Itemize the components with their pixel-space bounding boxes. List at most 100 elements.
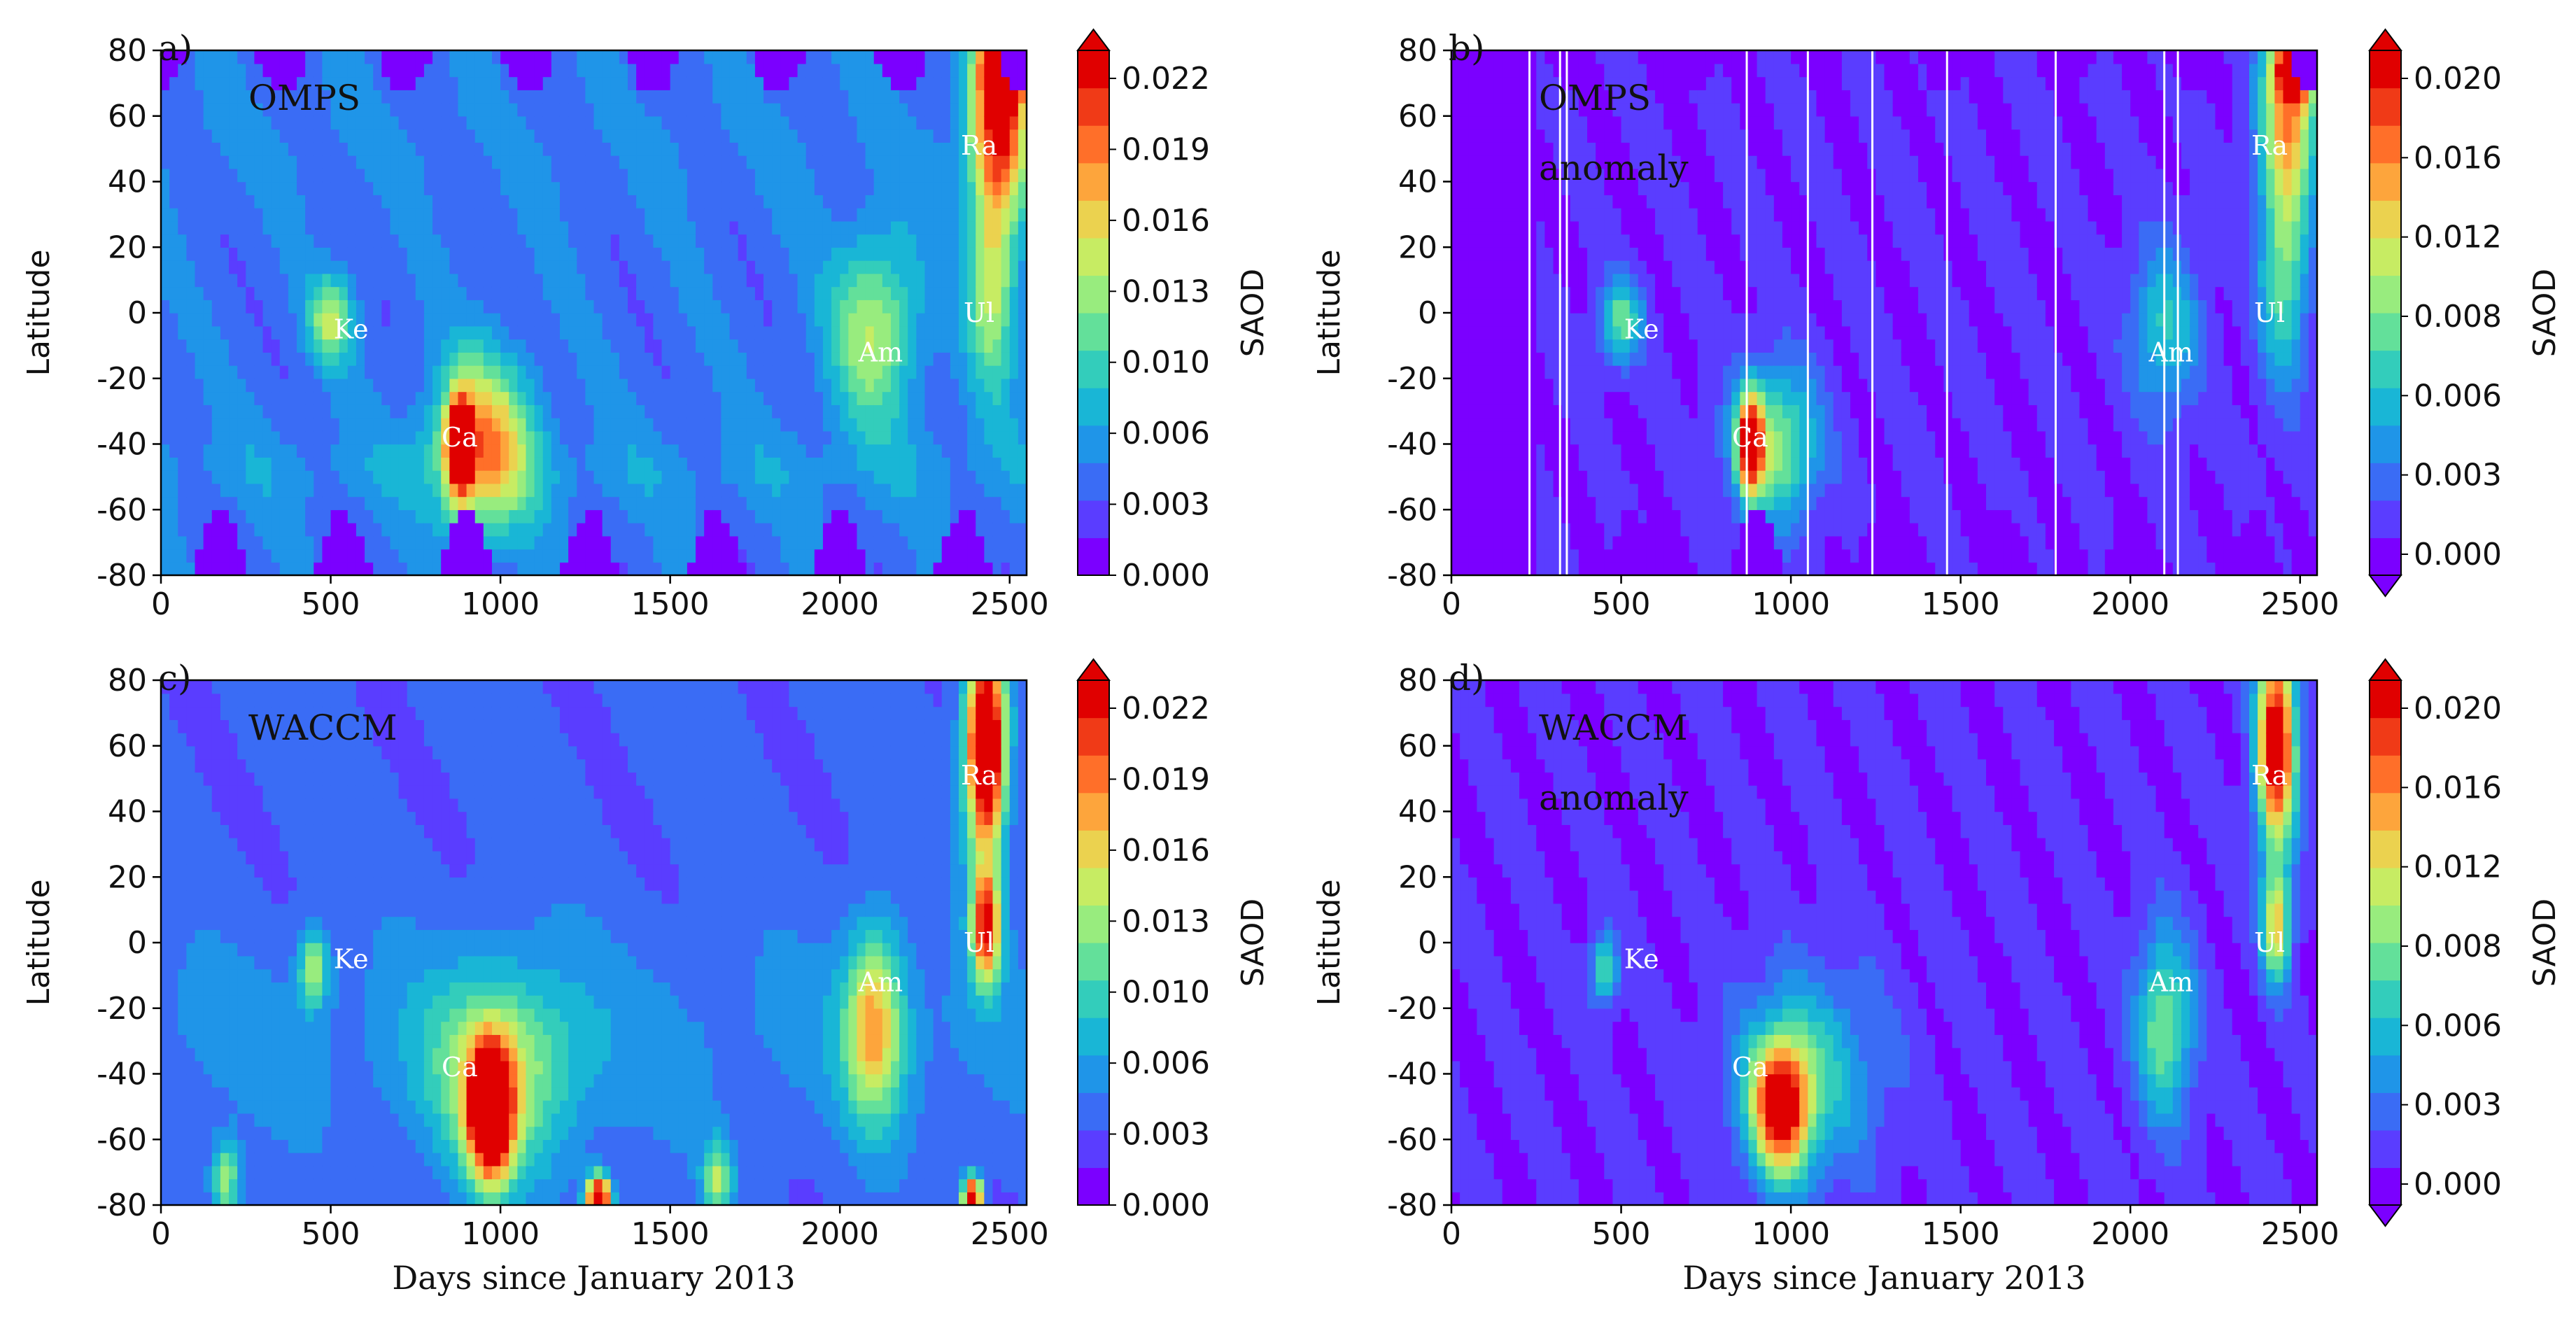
heatmap-cell [1544, 220, 1554, 235]
heatmap-cell [738, 444, 747, 458]
heatmap-cell [645, 155, 654, 169]
heatmap-cell [958, 535, 968, 550]
panel-a: 0 500 1000 1500 2000 2500-80-60-40-2002040608… [21, 28, 1271, 622]
heatmap-cell [441, 220, 451, 235]
heatmap-cell [1468, 378, 1478, 393]
heatmap-cell [814, 313, 824, 327]
heatmap-cell [390, 404, 400, 418]
heatmap-cell [517, 496, 527, 510]
heatmap-cell [271, 273, 281, 288]
heatmap-cell [712, 208, 722, 222]
heatmap-cell [186, 50, 196, 64]
heatmap-cell [347, 496, 357, 510]
heatmap-cell [763, 418, 773, 432]
heatmap-cell [491, 562, 501, 576]
heatmap-cell [330, 549, 340, 563]
heatmap-cell [924, 339, 934, 353]
heatmap-cell [704, 470, 713, 484]
heatmap-cell [297, 365, 306, 379]
heatmap-cell [423, 352, 433, 366]
heatmap-cell [1519, 549, 1528, 563]
heatmap-cell [279, 457, 289, 471]
heatmap-cell [254, 509, 264, 523]
heatmap-cell [645, 181, 654, 195]
heatmap-cell [1510, 129, 1520, 143]
heatmap-cell [789, 549, 798, 563]
heatmap-cell [805, 470, 815, 484]
heatmap-cell [1596, 234, 1605, 248]
heatmap-cell [381, 168, 391, 183]
heatmap-cell [356, 483, 365, 498]
heatmap-cell [568, 129, 577, 143]
heatmap-cell [738, 430, 747, 445]
heatmap-cell [763, 325, 773, 340]
heatmap-cell [229, 457, 238, 471]
heatmap-cell [721, 247, 731, 261]
heatmap-cell [772, 535, 782, 550]
heatmap-cell [534, 562, 544, 576]
panel-title: OMPS [248, 78, 360, 118]
heatmap-cell [661, 63, 671, 78]
heatmap-cell [865, 444, 875, 458]
heatmap-cell [542, 155, 552, 169]
heatmap-cell [1451, 535, 1461, 550]
heatmap-cell [542, 352, 552, 366]
heatmap-cell [1578, 286, 1588, 300]
heatmap-cell [848, 181, 858, 195]
heatmap-cell [1621, 418, 1631, 432]
heatmap-cell [696, 470, 705, 484]
heatmap-cell [1493, 483, 1503, 498]
heatmap-cell [645, 444, 654, 458]
heatmap-cell [789, 103, 798, 117]
heatmap-cell [373, 352, 383, 366]
heatmap-cell [780, 115, 790, 130]
heatmap-cell [195, 457, 204, 471]
heatmap-cell [628, 325, 637, 340]
heatmap-cell [1519, 339, 1528, 353]
heatmap-cell [678, 286, 688, 300]
heatmap-cell [415, 523, 425, 537]
heatmap-cell [1009, 260, 1019, 274]
heatmap-cell [203, 220, 213, 235]
heatmap-cell [246, 286, 255, 300]
heatmap-cell [466, 562, 476, 576]
heatmap-cell [178, 273, 188, 288]
heatmap-cell [602, 313, 612, 327]
heatmap-cell [195, 247, 204, 261]
heatmap-cell [704, 168, 713, 183]
heatmap-cell [305, 155, 314, 169]
colorbar-band [1078, 388, 1109, 426]
heatmap-cell [441, 155, 451, 169]
heatmap-cell [1570, 260, 1579, 274]
heatmap-cell [314, 155, 323, 169]
heatmap-cell [161, 444, 170, 458]
heatmap-cell [865, 273, 875, 288]
heatmap-cell [559, 63, 569, 78]
heatmap-cell [822, 273, 832, 288]
heatmap-cell [678, 313, 688, 327]
heatmap-cell [746, 220, 756, 235]
heatmap-cell [890, 391, 900, 405]
heatmap-cell [314, 168, 323, 183]
heatmap-cell [186, 260, 196, 274]
heatmap-cell [500, 496, 509, 510]
heatmap-cell [984, 483, 994, 498]
heatmap-cell [610, 115, 620, 130]
heatmap-cell [1477, 496, 1486, 510]
heatmap-cell [237, 404, 246, 418]
heatmap-cell [984, 90, 994, 104]
heatmap-cell [483, 496, 493, 510]
heatmap-cell [458, 325, 467, 340]
heatmap-cell [950, 430, 959, 445]
heatmap-cell [822, 208, 832, 222]
heatmap-cell [924, 195, 934, 209]
heatmap-cell [704, 142, 713, 156]
heatmap-cell [1451, 300, 1461, 314]
heatmap-cell [254, 129, 264, 143]
heatmap-cell [288, 365, 297, 379]
heatmap-cell [696, 496, 705, 510]
heatmap-cell [1604, 444, 1614, 458]
heatmap-cell [509, 535, 519, 550]
y-tick-label: 40 [108, 164, 147, 200]
heatmap-cell [381, 90, 391, 104]
